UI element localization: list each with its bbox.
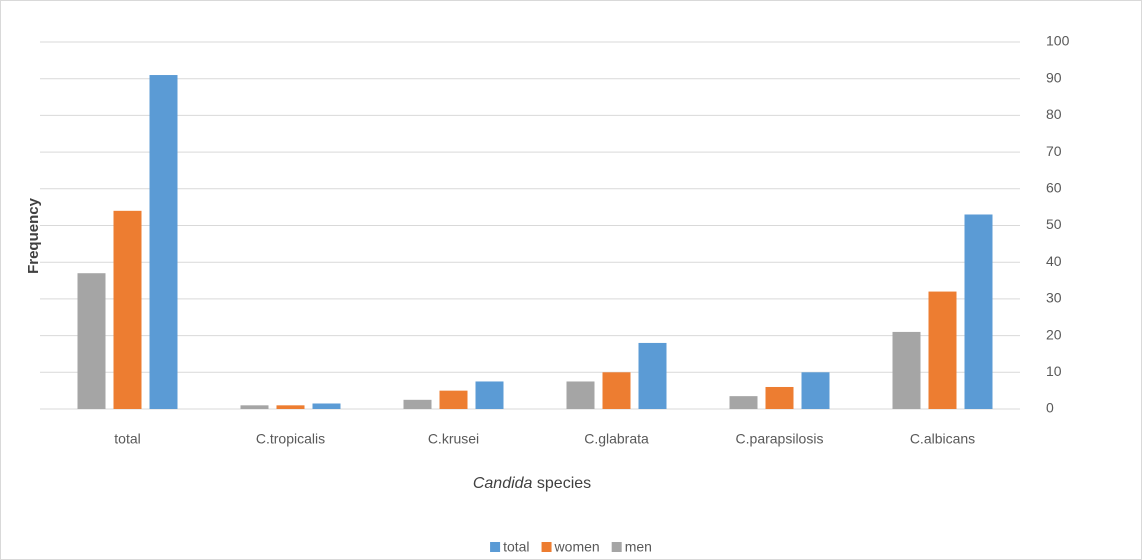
legend-label: total [503,539,529,555]
x-tick-label: C.krusei [428,431,479,447]
bar [892,331,921,409]
y-tick-label: 20 [1046,326,1062,342]
x-tick-label: C.parapsilosis [736,431,824,447]
bar [964,214,993,409]
bar [729,396,758,409]
y-tick-label: 10 [1046,363,1062,379]
y-tick-label: 80 [1046,106,1062,122]
bar [566,381,595,409]
bar [765,386,794,409]
y-tick-label: 30 [1046,290,1062,306]
bar [77,273,106,409]
legend: total women men [490,539,652,555]
bar [312,403,341,409]
x-tick-label: C.tropicalis [256,431,325,447]
x-tick-label: C.glabrata [584,431,649,447]
bar [149,75,178,409]
legend-label: women [554,539,600,555]
bar [801,372,830,409]
legend-swatch [490,542,501,552]
y-tick-label: 50 [1046,216,1062,232]
bar [113,210,142,409]
bar [403,399,432,409]
x-axis-label-rest: species [537,475,591,492]
x-axis-label-italic: Candida [473,475,533,492]
y-axis-label: Frequency [25,197,42,274]
x-tick-label: total [114,431,140,447]
bar [928,291,957,409]
bar [475,381,504,409]
bar [240,405,269,409]
y-tick-label: 40 [1046,253,1062,269]
bar [276,405,305,409]
y-tick-label: 70 [1046,143,1062,159]
bar [638,342,667,409]
x-tick-label: C.albicans [910,431,975,447]
y-tick-label: 90 [1046,69,1062,85]
y-tick-label: 60 [1046,180,1062,196]
bar [439,390,468,409]
legend-swatch [611,542,622,552]
legend-label: men [625,539,652,555]
legend-swatch [541,542,552,552]
x-axis-label: Candida species [473,475,591,492]
y-tick-label: 100 [1046,33,1070,49]
bar [602,372,631,409]
y-tick-label: 0 [1046,400,1054,416]
